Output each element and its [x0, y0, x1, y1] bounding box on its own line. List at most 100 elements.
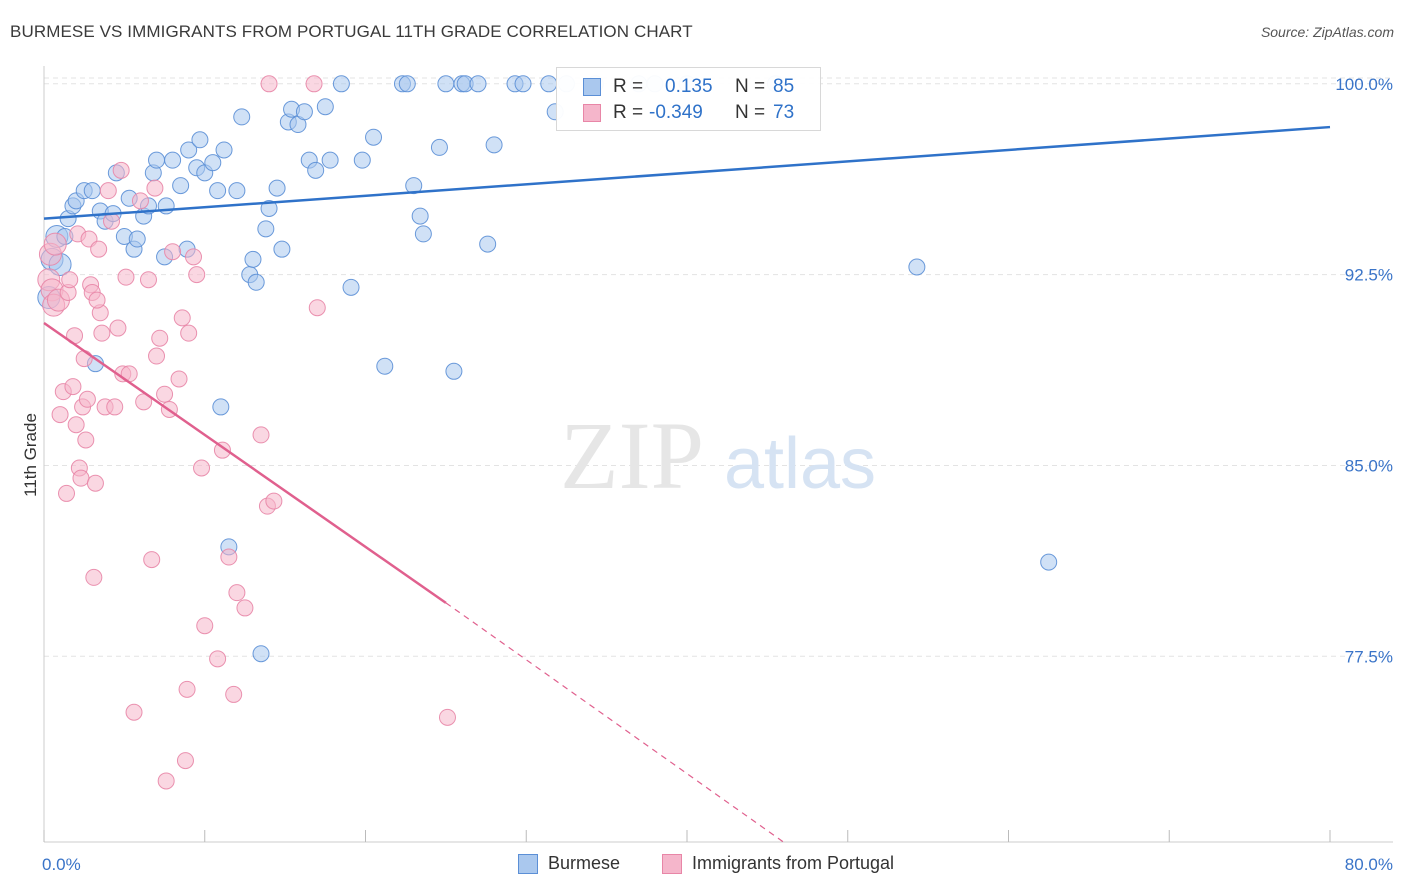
burmese-point: [212, 398, 230, 416]
burmese-point: [1040, 553, 1058, 571]
portugal-point: [252, 426, 270, 444]
portugal-point: [85, 568, 103, 586]
burmese-point: [268, 179, 286, 197]
legend-r-value-portugal: -0.349: [649, 102, 703, 123]
source-label: Source: ZipAtlas.com: [1260, 24, 1394, 40]
portugal-point: [157, 772, 175, 790]
burmese-point: [228, 182, 246, 200]
portugal-point: [106, 398, 124, 416]
portugal-point: [148, 347, 166, 365]
burmese-point: [405, 177, 423, 195]
legend-row-portugal: R = -0.349 N = 73: [557, 100, 820, 126]
y-axis-label: 11th Grade: [21, 413, 40, 497]
portugal-point: [88, 291, 106, 309]
portugal-point: [103, 212, 121, 230]
legend-n-label: N =: [735, 76, 766, 97]
burmese-point: [437, 75, 455, 93]
portugal-point: [176, 752, 194, 770]
portugal-legend-label: Immigrants from Portugal: [692, 853, 895, 873]
x-tick-label: 80.0%: [1345, 855, 1393, 874]
portugal-point: [180, 324, 198, 342]
watermark-zip: ZIP: [560, 402, 704, 509]
portugal-point: [90, 240, 108, 258]
y-tick-label: 100.0%: [1335, 75, 1393, 94]
portugal-point: [99, 182, 117, 200]
burmese-point: [321, 151, 339, 169]
portugal-point: [117, 268, 135, 286]
label-layer: 77.5% 85.0% 92.5% 100.0% 0.0% 80.0% 11th Grade: [21, 75, 1393, 874]
burmese-point: [540, 75, 558, 93]
burmese-point: [430, 138, 448, 156]
y-tick-label: 85.0%: [1345, 456, 1393, 475]
burmese-point: [445, 362, 463, 380]
portugal-point: [305, 75, 323, 93]
axis-layer: [43, 66, 1393, 843]
burmese-point: [273, 240, 291, 258]
portugal-point: [43, 232, 67, 256]
portugal-point: [139, 271, 157, 289]
portugal-trend-line: [43, 321, 447, 604]
portugal-point: [236, 599, 254, 617]
legend-n-value-portugal: 73: [773, 102, 795, 123]
legend-n-label: N =: [735, 102, 766, 123]
portugal-point: [58, 484, 76, 502]
portugal-point: [220, 548, 238, 566]
burmese-point: [295, 103, 313, 121]
burmese-point: [172, 177, 190, 195]
watermark-atlas: atlas: [724, 424, 876, 504]
portugal-trend-extension: [445, 602, 784, 843]
legend-n-value-burmese: 85: [773, 76, 795, 97]
burmese-point: [376, 357, 394, 375]
portugal-point: [170, 370, 188, 388]
portugal-point: [78, 390, 96, 408]
portugal-point: [75, 350, 93, 368]
y-tick-label: 92.5%: [1345, 266, 1393, 285]
trend-layer: [43, 125, 1331, 843]
burmese-point: [411, 207, 429, 225]
portugal-point: [72, 469, 90, 487]
burmese-point: [485, 136, 503, 154]
burmese-point: [215, 141, 233, 159]
burmese-swatch: [583, 78, 601, 96]
grid-layer: [44, 77, 1393, 657]
portugal-point: [193, 459, 211, 477]
burmese-point: [128, 230, 146, 248]
portugal-point: [146, 179, 164, 197]
burmese-point: [233, 108, 251, 126]
portugal-point: [225, 685, 243, 703]
burmese-point: [191, 131, 209, 149]
legend-row-burmese: R = 0.135 N = 85: [557, 74, 820, 100]
portugal-point: [67, 416, 85, 434]
portugal-point: [64, 378, 82, 396]
burmese-legend-swatch: [518, 854, 538, 874]
chart-title: BURMESE VS IMMIGRANTS FROM PORTUGAL 11TH…: [10, 22, 693, 41]
portugal-point: [164, 243, 182, 261]
burmese-point: [414, 225, 432, 243]
burmese-point: [244, 250, 262, 268]
portugal-point: [86, 474, 104, 492]
burmese-trend-line: [43, 125, 1331, 220]
burmese-point: [479, 235, 497, 253]
portugal-point: [77, 431, 95, 449]
correlation-legend: R = 0.135 N = 85 R = -0.349 N = 73: [556, 67, 821, 131]
portugal-point: [178, 680, 196, 698]
legend-r-value-burmese: 0.135: [665, 76, 713, 97]
portugal-point: [61, 271, 79, 289]
burmese-legend-label: Burmese: [548, 853, 621, 873]
portugal-legend-swatch: [662, 854, 682, 874]
burmese-point: [332, 75, 350, 93]
portugal-point: [308, 299, 326, 317]
burmese-point: [307, 161, 325, 179]
portugal-point: [209, 650, 227, 668]
portugal-point: [112, 161, 130, 179]
portugal-point: [125, 703, 143, 721]
burmese-point: [148, 151, 166, 169]
burmese-point: [257, 220, 275, 238]
burmese-point: [260, 199, 278, 217]
burmese-point: [398, 75, 416, 93]
burmese-point: [353, 151, 371, 169]
x-tick-label: 0.0%: [42, 855, 81, 874]
burmese-point: [342, 278, 360, 296]
burmese-point: [252, 645, 270, 663]
